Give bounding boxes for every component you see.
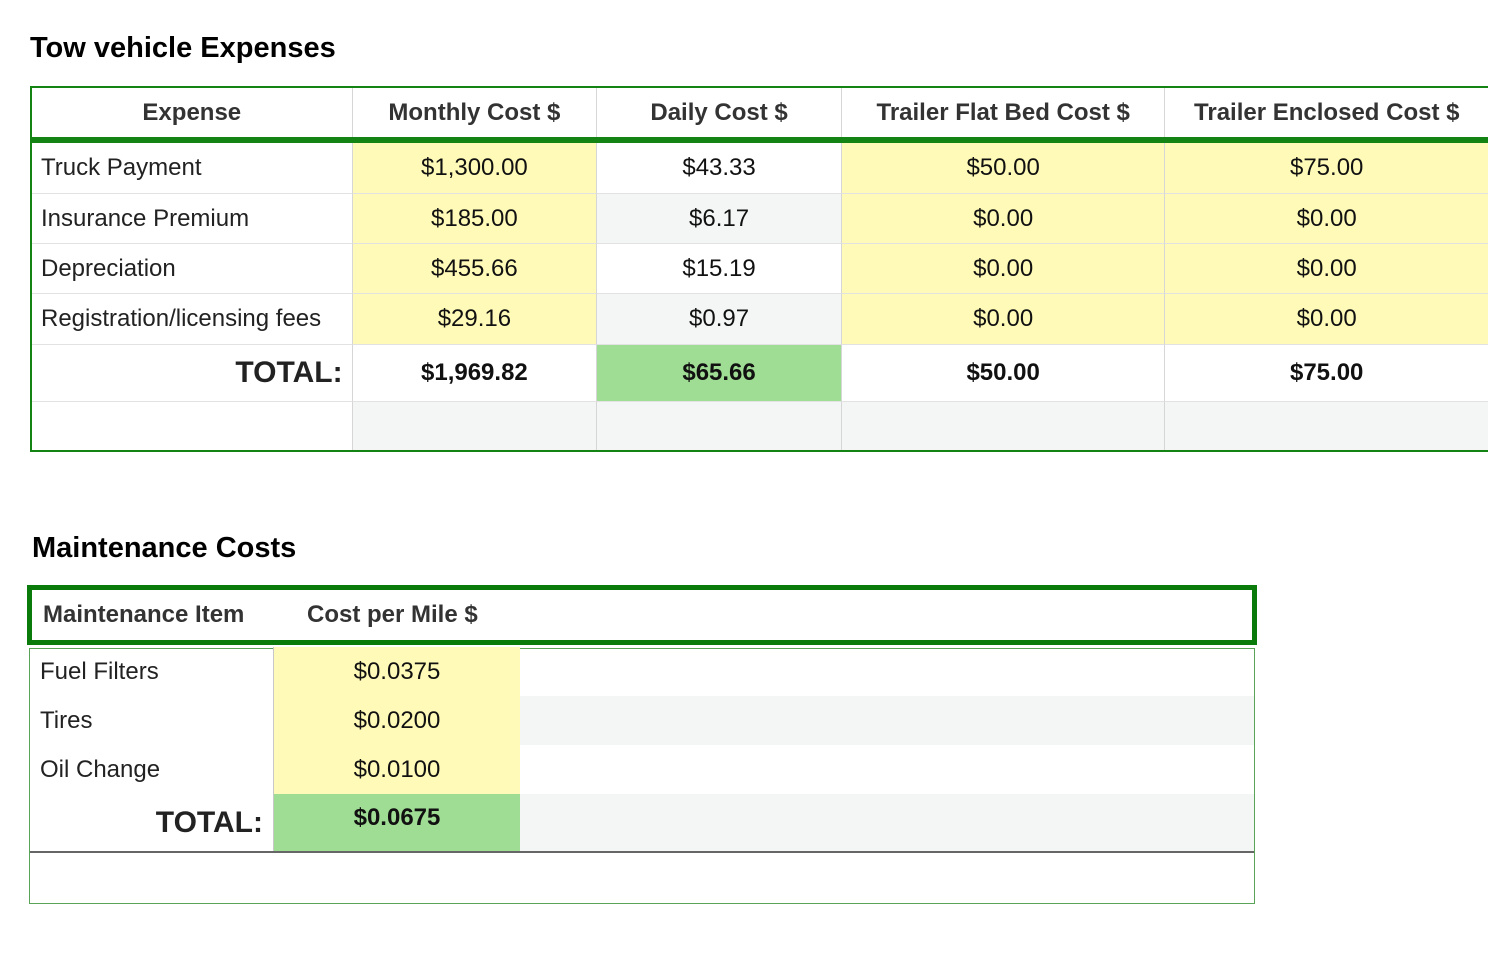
table-row: Tires $0.0200 [30,696,1254,745]
enclosed-cost-cell[interactable]: $0.00 [1165,194,1488,244]
maintenance-costs-title: Maintenance Costs [32,532,297,564]
table-row: Truck Payment $1,300.00 $43.33 $50.00 $7… [32,143,1488,194]
total-enclosed-cost[interactable]: $75.00 [1165,345,1488,402]
header-maintenance-item: Maintenance Item [43,601,245,628]
header-cost-per-mile: Cost per Mile $ [307,601,478,628]
total-label: TOTAL: [30,794,274,851]
total-row: TOTAL: $0.0675 [30,794,1254,851]
table-row: Oil Change $0.0100 [30,745,1254,794]
header-monthly-cost: Monthly Cost $ [353,88,598,137]
expense-cell[interactable]: Truck Payment [32,143,353,194]
header-trailer-enclosed: Trailer Enclosed Cost $ [1194,98,1460,126]
empty-cell[interactable] [520,794,1254,851]
total-cost-per-mile[interactable]: $0.0675 [274,794,520,851]
cost-per-mile-cell[interactable]: $0.0375 [274,647,520,696]
table-row: Fuel Filters $0.0375 [30,647,1254,696]
empty-row [32,402,1488,450]
monthly-cost-cell[interactable]: $29.16 [352,294,598,345]
expense-cell[interactable]: Depreciation [32,244,353,294]
empty-cell[interactable] [32,402,353,450]
total-row: TOTAL: $1,969.82 $65.66 $50.00 $75.00 [32,345,1488,402]
flat-bed-cost-cell[interactable]: $50.00 [841,143,1166,194]
table-row: Insurance Premium $185.00 $6.17 $0.00 $0… [32,194,1488,244]
cost-per-mile-cell[interactable]: $0.0200 [274,696,520,745]
daily-cost-cell[interactable]: $0.97 [597,294,842,345]
maintenance-item-cell[interactable]: Oil Change [30,745,274,794]
maintenance-table [29,648,1255,904]
total-flat-bed-cost[interactable]: $50.00 [841,345,1166,402]
total-rule [30,851,1254,853]
empty-cell[interactable] [520,647,1254,696]
daily-cost-cell[interactable]: $43.33 [597,143,842,194]
flat-bed-cost-cell[interactable]: $0.00 [841,244,1166,294]
total-daily-cost[interactable]: $65.66 [597,345,842,402]
monthly-cost-cell[interactable]: $1,300.00 [352,143,598,194]
expense-cell[interactable]: Registration/licensing fees [32,294,353,345]
daily-cost-cell[interactable]: $6.17 [597,194,842,244]
header-rule [32,137,1488,143]
empty-cell[interactable] [520,696,1254,745]
tow-expenses-title: Tow vehicle Expenses [30,32,336,64]
table-row: Registration/licensing fees $29.16 $0.97… [32,294,1488,345]
total-label: TOTAL: [32,345,353,402]
daily-cost-cell[interactable]: $15.19 [597,244,842,294]
table-row: Depreciation $455.66 $15.19 $0.00 $0.00 [32,244,1488,294]
monthly-cost-cell[interactable]: $185.00 [352,194,598,244]
maintenance-item-cell[interactable]: Tires [30,696,274,745]
cost-per-mile-cell[interactable]: $0.0100 [274,745,520,794]
enclosed-cost-cell[interactable]: $0.00 [1165,294,1488,345]
maintenance-header-row: Maintenance Item Cost per Mile $ [27,585,1257,645]
empty-cell[interactable] [352,402,598,450]
empty-cell[interactable] [520,745,1254,794]
flat-bed-cost-cell[interactable]: $0.00 [841,294,1166,345]
monthly-cost-cell[interactable]: $455.66 [352,244,598,294]
header-expense: Expense [32,88,353,137]
header-trailer-flat-bed: Trailer Flat Bed Cost $ [842,88,1166,137]
header-daily-cost: Daily Cost $ [597,88,842,137]
empty-cell[interactable] [597,402,842,450]
flat-bed-cost-cell[interactable]: $0.00 [841,194,1166,244]
enclosed-cost-cell[interactable]: $0.00 [1165,244,1488,294]
empty-cell[interactable] [841,402,1166,450]
empty-cell[interactable] [1165,402,1488,450]
total-monthly-cost[interactable]: $1,969.82 [352,345,598,402]
enclosed-cost-cell[interactable]: $75.00 [1165,143,1488,194]
table-header-row: Expense Monthly Cost $ Daily Cost $ Trai… [32,88,1488,137]
maintenance-item-cell[interactable]: Fuel Filters [30,647,274,696]
expense-cell[interactable]: Insurance Premium [32,194,353,244]
tow-expenses-table: Expense Monthly Cost $ Daily Cost $ Trai… [30,86,1488,452]
